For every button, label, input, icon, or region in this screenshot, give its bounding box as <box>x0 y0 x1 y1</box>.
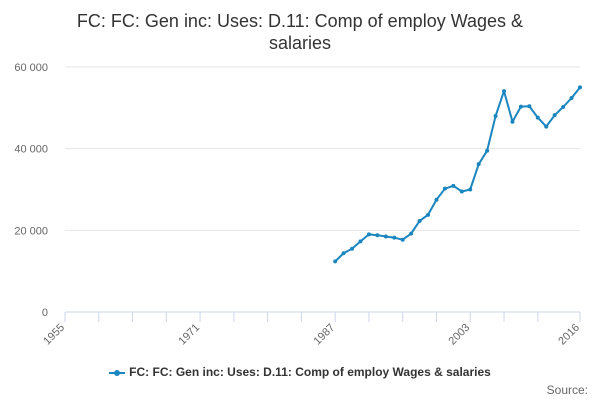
source-credit[interactable]: Source: <box>546 383 588 397</box>
series-layer <box>333 85 582 264</box>
x-tick-label: 1971 <box>176 322 202 348</box>
data-point <box>578 85 582 90</box>
data-point <box>400 237 405 242</box>
grid-layer <box>65 66 580 231</box>
data-point <box>552 113 557 118</box>
data-point <box>561 105 566 110</box>
data-point <box>569 96 574 101</box>
y-tick-label: 0 <box>42 307 48 319</box>
data-point <box>459 189 464 194</box>
data-point <box>451 183 456 188</box>
data-point <box>493 114 498 118</box>
data-point <box>510 119 515 124</box>
legend-label: FC: FC: Gen inc: Uses: D.11: Comp of emp… <box>129 365 491 379</box>
x-tick-label: 2003 <box>447 322 473 348</box>
data-point <box>468 187 473 192</box>
y-tick-label: 40 000 <box>14 144 48 156</box>
legend-swatch-icon <box>109 368 126 378</box>
data-point <box>333 259 338 264</box>
axis-layer <box>64 311 581 322</box>
data-point <box>442 186 447 191</box>
data-point <box>434 197 439 202</box>
series-line <box>334 86 581 263</box>
data-point <box>341 251 346 256</box>
data-point <box>527 104 532 109</box>
label-layer: 0 20 000 40 000 60 000 1955 1971 1987 2003 2016 <box>14 62 582 347</box>
data-point <box>518 104 523 109</box>
data-point <box>476 162 481 167</box>
x-tick-label: 1955 <box>41 322 67 348</box>
data-point <box>409 231 414 236</box>
data-point <box>535 115 540 120</box>
x-tick-label: 1987 <box>311 322 337 348</box>
data-point <box>426 212 431 217</box>
legend[interactable]: FC: FC: Gen inc: Uses: D.11: Comp of emp… <box>0 365 600 379</box>
data-point <box>417 218 422 223</box>
data-point <box>544 124 549 129</box>
chart-title: FC: FC: Gen inc: Uses: D.11: Comp of emp… <box>76 11 524 53</box>
data-point <box>502 89 507 94</box>
y-tick-label: 20 000 <box>14 225 48 237</box>
data-point <box>366 232 371 237</box>
data-point <box>375 233 380 238</box>
data-point <box>383 234 388 239</box>
x-tick-label: 2016 <box>556 322 582 348</box>
data-point <box>485 148 490 153</box>
data-point <box>358 239 363 244</box>
data-point <box>350 246 355 251</box>
y-tick-label: 60 000 <box>14 62 48 74</box>
data-point <box>392 235 397 240</box>
